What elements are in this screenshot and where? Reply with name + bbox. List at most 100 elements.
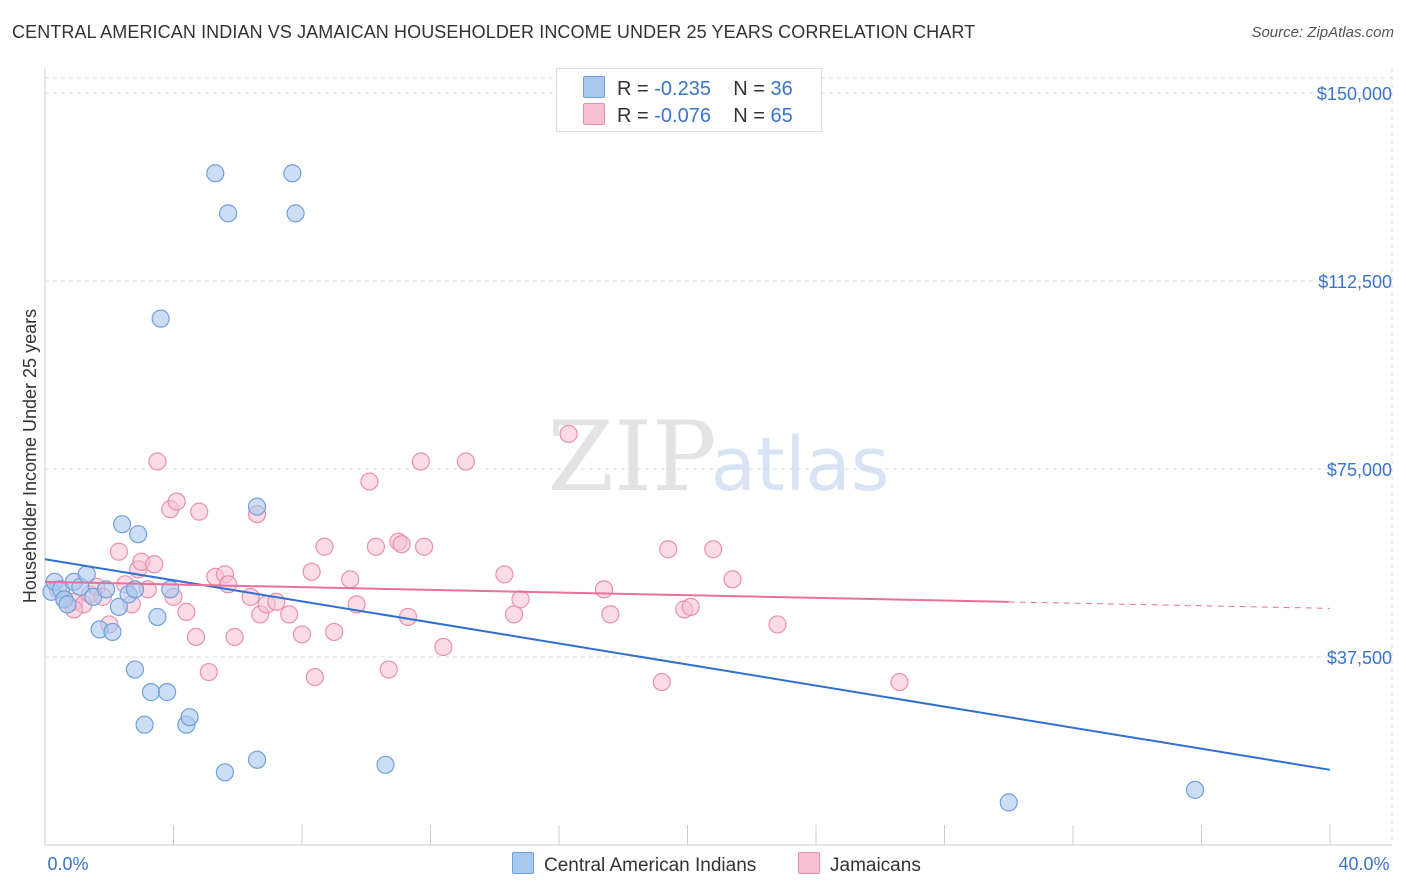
axes — [44, 68, 1392, 846]
point-jamaicans — [559, 424, 578, 444]
stats-legend: R = -0.235 N = 36 R = -0.076 N = 65 — [556, 68, 822, 132]
bottom-legend-central-american: Central American Indians — [512, 852, 756, 877]
point-central-american-indians — [999, 793, 1018, 812]
point-jamaicans — [411, 452, 430, 471]
point-jamaicans — [704, 540, 723, 559]
trend-line-jamaicans-dashed — [1008, 601, 1331, 609]
legend-swatch-blue — [583, 76, 605, 98]
legend-n-value-2: 65 — [770, 105, 793, 127]
point-central-american-indians — [112, 515, 132, 534]
point-jamaicans — [601, 605, 620, 624]
point-central-american-indians — [148, 607, 167, 627]
point-jamaicans — [302, 562, 321, 581]
point-jamaicans — [280, 605, 299, 624]
legend-r-label: R = — [617, 105, 649, 127]
point-jamaicans — [379, 660, 398, 679]
trend-lines — [44, 558, 1331, 771]
trend-line-central-american-indians — [44, 558, 1331, 771]
point-jamaicans — [366, 537, 385, 556]
point-jamaicans — [148, 452, 167, 471]
point-jamaicans — [167, 492, 186, 511]
point-jamaicans — [186, 627, 206, 647]
y-tick-label: $75,000 — [1327, 460, 1392, 480]
legend-n-label: N = — [733, 78, 765, 100]
legend-n-label: N = — [733, 105, 765, 127]
point-jamaicans — [392, 535, 411, 554]
point-jamaicans — [504, 605, 524, 624]
point-jamaicans — [325, 622, 344, 642]
point-central-american-indians — [135, 715, 154, 734]
point-jamaicans — [511, 590, 530, 609]
bottom-legend-swatch-pink — [798, 852, 820, 874]
point-central-american-indians — [103, 622, 122, 642]
point-central-american-indians — [376, 755, 395, 774]
point-jamaicans — [360, 472, 379, 491]
point-jamaicans — [199, 662, 218, 682]
legend-n-value-1: 36 — [770, 78, 793, 100]
y-tick-label: $150,000 — [1317, 84, 1392, 104]
watermark-zip: ZIP — [547, 401, 716, 513]
point-jamaicans — [341, 570, 360, 589]
legend-r-label: R = — [617, 78, 649, 100]
point-jamaicans — [495, 565, 514, 584]
point-jamaicans — [768, 615, 787, 634]
point-jamaicans — [659, 540, 678, 559]
trend-line-jamaicans — [44, 580, 1009, 603]
point-jamaicans — [681, 597, 700, 616]
point-jamaicans — [652, 672, 671, 692]
point-central-american-indians — [129, 525, 148, 544]
point-central-american-indians — [109, 597, 128, 616]
bottom-legend-swatch-blue — [512, 852, 534, 874]
legend-swatch-pink — [583, 103, 605, 125]
point-jamaicans — [241, 587, 260, 606]
point-central-american-indians — [77, 565, 96, 584]
point-jamaicans — [292, 625, 312, 644]
point-jamaicans — [456, 452, 475, 471]
point-jamaicans — [225, 627, 244, 647]
y-tick-label: $37,500 — [1327, 648, 1392, 668]
point-central-american-indians — [219, 204, 238, 223]
point-central-american-indians — [247, 750, 267, 769]
point-central-american-indians — [206, 164, 225, 183]
legend-r-value-2: -0.076 — [654, 105, 711, 127]
point-jamaicans — [177, 602, 196, 622]
legend-r-value-1: -0.235 — [654, 78, 711, 100]
point-central-american-indians — [96, 580, 116, 599]
point-central-american-indians — [58, 595, 77, 614]
gridlines — [44, 68, 1393, 845]
point-central-american-indians — [151, 309, 170, 328]
legend-row-central-american: R = -0.235 N = 36 — [583, 76, 793, 101]
point-central-american-indians — [125, 580, 145, 599]
bottom-legend-label-2: Jamaicans — [830, 855, 921, 876]
source-label: Source: ZipAtlas.com — [1251, 24, 1394, 41]
legend-row-jamaicans: R = -0.076 N = 65 — [583, 103, 793, 128]
point-central-american-indians — [283, 164, 302, 183]
chart-title: CENTRAL AMERICAN INDIAN VS JAMAICAN HOUS… — [12, 22, 976, 42]
point-jamaicans — [723, 570, 742, 589]
point-central-american-indians — [247, 497, 267, 516]
point-jamaicans — [315, 537, 334, 556]
watermark: ZIP atlas — [547, 401, 889, 513]
point-jamaicans — [890, 672, 909, 692]
y-tick-labels: $37,500 $75,000 $112,500 $150,000 — [1317, 84, 1392, 668]
point-jamaicans — [434, 637, 453, 657]
y-tick-label: $112,500 — [1318, 272, 1392, 292]
x-tick-labels: 0.0% 40.0% — [47, 854, 1389, 874]
point-central-american-indians — [1185, 780, 1205, 799]
point-jamaicans — [190, 502, 209, 521]
point-central-american-indians — [215, 763, 234, 782]
point-jamaicans — [305, 667, 324, 687]
point-central-american-indians — [141, 683, 161, 702]
y-axis-label: Householder Income Under 25 years — [20, 309, 40, 603]
point-central-american-indians — [180, 708, 199, 727]
point-jamaicans — [145, 555, 164, 574]
point-central-american-indians — [157, 683, 177, 702]
bottom-legend-jamaicans: Jamaicans — [798, 852, 921, 877]
point-jamaicans — [414, 537, 434, 556]
point-jamaicans — [594, 580, 614, 599]
point-central-american-indians — [125, 660, 145, 679]
bottom-legend-label-1: Central American Indians — [544, 855, 757, 876]
central-american-indians-points — [42, 164, 1205, 812]
point-jamaicans — [109, 542, 128, 561]
